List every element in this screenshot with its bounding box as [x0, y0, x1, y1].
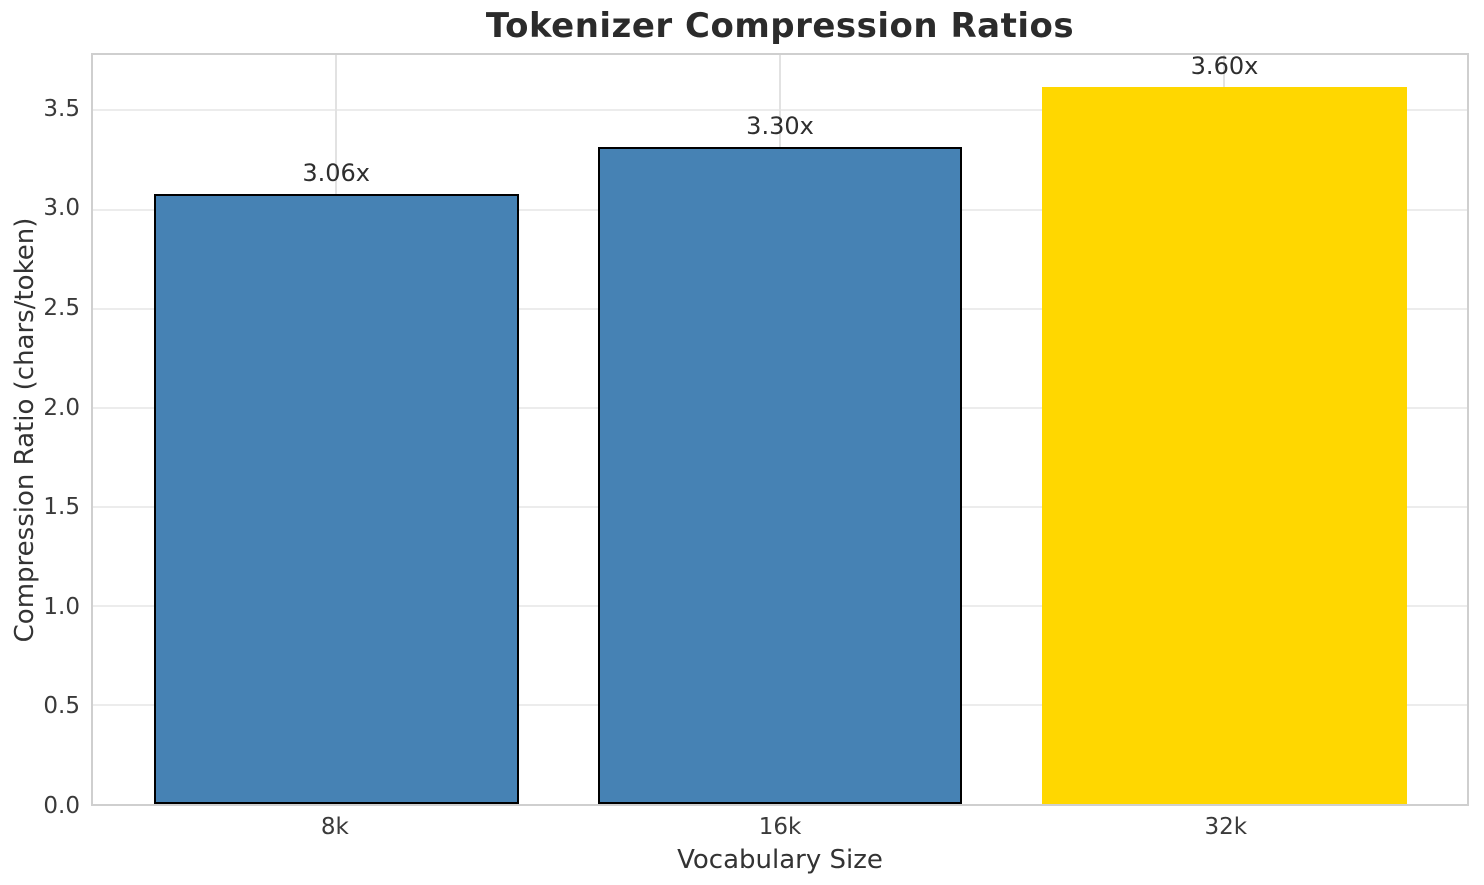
y-tick-label: 1.5 — [43, 494, 80, 521]
plot-area: 3.06x 3.30x 3.60x — [91, 52, 1469, 806]
y-tick-label: 2.0 — [43, 394, 80, 421]
chart-title: Tokenizer Compression Ratios — [485, 6, 1075, 46]
x-tick-label: 8k — [320, 814, 349, 840]
y-tick-label: 3.5 — [43, 95, 80, 122]
x-axis-label: Vocabulary Size — [677, 845, 883, 875]
bar-value-label: 3.30x — [746, 112, 814, 140]
x-tick-label: 16k — [758, 814, 802, 840]
bar-16k — [597, 147, 963, 804]
bar-8k — [153, 194, 519, 804]
x-tick-label: 32k — [1204, 814, 1248, 840]
y-tick-label: 0.0 — [43, 793, 80, 819]
y-axis-label-text: Compression Ratio (chars/token) — [10, 217, 40, 643]
y-tick-label: 1.0 — [43, 593, 80, 620]
bar-value-label: 3.06x — [302, 159, 371, 187]
y-tick-label: 0.5 — [43, 693, 80, 720]
y-tick-label: 2.5 — [43, 294, 80, 321]
bar-value-label: 3.60x — [1190, 52, 1259, 80]
y-tick-label: 3.0 — [43, 195, 80, 222]
bar-32k — [1042, 87, 1407, 804]
